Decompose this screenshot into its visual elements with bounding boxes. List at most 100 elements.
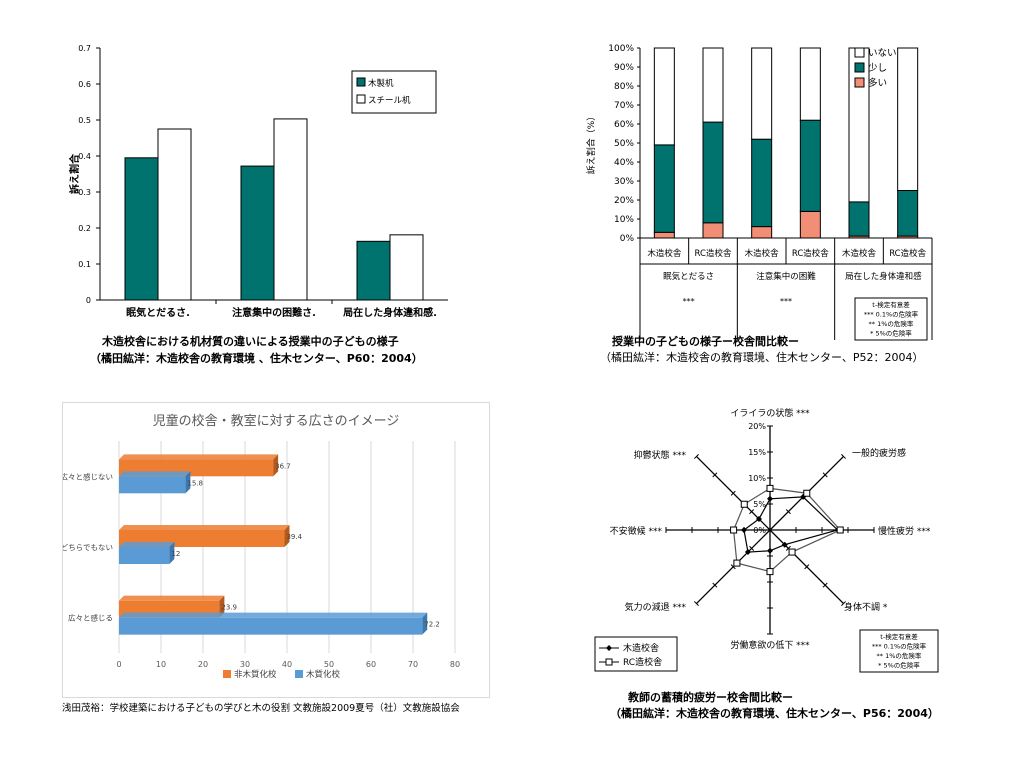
bar-value-label: 23.9 bbox=[221, 604, 237, 612]
x-tick-label: 40 bbox=[282, 660, 292, 669]
school-comparison-chart: 0% 10% 20% 30% 40% 50% 60% 70% 80% 90% 100% 訴え割合（%）… bbox=[580, 38, 960, 343]
radar-caption-1: 教師の蓄積的疲労ー校舎間比較ー bbox=[628, 691, 793, 704]
desk-material-chart: 0 0.1 0.2 0.3 0.4 0.5 0.6 0.7 訴え割合 眠気とだるさ. 注意集中の困難… bbox=[62, 38, 462, 328]
rc-school-point bbox=[836, 526, 844, 534]
radial-tick-label: 10% bbox=[748, 474, 766, 483]
legend-marker bbox=[606, 645, 612, 651]
radar-axis-label: 慢性疲労 *** bbox=[878, 525, 931, 537]
desk-chart-caption-2: （橘田紘洋：木造校舎の教育環境 、住木センター、P60：2004） bbox=[90, 352, 423, 365]
radar-axis-label: 抑鬱状態 *** bbox=[634, 449, 687, 461]
radar-axis-tick bbox=[822, 582, 828, 588]
wooden-school-point bbox=[744, 549, 751, 556]
rc-school-point bbox=[803, 489, 811, 497]
bar-steel-desk bbox=[157, 128, 192, 301]
legend-label: 木製机 bbox=[368, 78, 394, 89]
bar-steel-desk bbox=[273, 118, 308, 301]
y-tick-label: 0 bbox=[86, 296, 91, 305]
x-tick-label: 30 bbox=[240, 660, 250, 669]
significance-mark: *** bbox=[780, 297, 792, 306]
y-tick-label: 0.1 bbox=[78, 260, 91, 269]
x-tick-label: 0 bbox=[116, 660, 121, 669]
group-label: 注意集中の困難 bbox=[756, 271, 816, 282]
bar-top-face bbox=[119, 612, 428, 618]
bar-side-face bbox=[273, 454, 279, 477]
y-tick-label: 60% bbox=[614, 120, 634, 130]
stacked-bar-segment bbox=[702, 222, 724, 239]
radar-axis-tick bbox=[841, 601, 847, 607]
radar-axis-tick bbox=[730, 490, 736, 496]
legend-swatch bbox=[854, 47, 865, 58]
y-tick-label: 0% bbox=[620, 234, 635, 244]
radial-tick-label: 15% bbox=[748, 448, 766, 457]
x-tick-label: 10 bbox=[156, 660, 166, 669]
y-category-label: 広々と感じる bbox=[68, 613, 113, 623]
stacked-bar-segment bbox=[897, 47, 919, 191]
group-label: 眠気とだるさ bbox=[663, 271, 714, 282]
legend-label: 多い bbox=[868, 77, 887, 89]
stacked-bar-segment bbox=[751, 47, 773, 140]
x-category-label: 木造校舎 bbox=[647, 248, 682, 259]
legend-swatch bbox=[295, 670, 303, 678]
y-tick-label: 0.6 bbox=[78, 80, 91, 89]
radar-axis-tick bbox=[712, 582, 718, 588]
x-tick-label: 50 bbox=[324, 660, 334, 669]
rc-school-point bbox=[733, 559, 741, 567]
bar-value-label: 36.7 bbox=[275, 462, 291, 470]
radar-axis-tick bbox=[730, 564, 736, 570]
x-tick-label: 20 bbox=[198, 660, 208, 669]
y-tick-label: 90% bbox=[614, 63, 634, 73]
x-category-label: 木造校舎 bbox=[745, 248, 780, 259]
wooden-school-point bbox=[755, 515, 762, 522]
y-tick-label: 80% bbox=[614, 82, 634, 92]
legend-box bbox=[351, 70, 437, 114]
radar-axis-tick bbox=[712, 472, 718, 478]
radar-axis-tick bbox=[804, 564, 810, 570]
y-axis-label: 訴え割合（%） bbox=[585, 112, 597, 175]
x-category-label: RC造校舎 bbox=[792, 248, 829, 259]
space-image-chart: 児童の校舎・教室に対する広さのイメージ 0 10 20 30 40 50 60 70 80 広々と感… bbox=[61, 402, 490, 698]
y-tick-label: 0.3 bbox=[78, 188, 91, 197]
sig-note-line: *** 0.1%の危険率 bbox=[872, 642, 927, 651]
y-tick-label: 70% bbox=[614, 101, 634, 111]
radar-axis-tick bbox=[693, 601, 699, 607]
rc-school-point bbox=[766, 568, 774, 576]
sig-note-box bbox=[859, 629, 939, 673]
radar-axis-tick bbox=[841, 453, 847, 459]
y-tick-label: 30% bbox=[614, 177, 634, 187]
legend-swatch bbox=[854, 62, 865, 73]
sig-note-box bbox=[854, 297, 928, 341]
x-category-label: 眠気とだるさ. bbox=[126, 306, 190, 319]
radar-axis-tick bbox=[785, 509, 791, 515]
x-category-label: RC造校舎 bbox=[889, 248, 926, 259]
radar-axis-label: イライラの状態 *** bbox=[730, 407, 810, 419]
y-tick-label: 50% bbox=[614, 139, 634, 149]
legend-swatch bbox=[223, 670, 231, 678]
legend-label: スチール机 bbox=[368, 95, 411, 106]
y-tick-label: 0.7 bbox=[78, 44, 91, 53]
legend-label: 非木質化校 bbox=[234, 669, 277, 680]
bar-side-face bbox=[284, 525, 290, 547]
sig-note-line: *** 0.1%の危険率 bbox=[864, 310, 919, 319]
bar-value-label: 72.2 bbox=[424, 621, 440, 629]
stacked-bar-segment bbox=[653, 231, 675, 239]
school-comparison-chart-svg: 0% 10% 20% 30% 40% 50% 60% 70% 80% 90% 100% 訴え割合（%）… bbox=[585, 44, 933, 341]
legend-marker bbox=[605, 658, 613, 666]
legend-swatch bbox=[854, 77, 865, 88]
radar-axis-tick bbox=[749, 509, 755, 515]
teacher-fatigue-radar: 0% 5% 10% 15% 20% イライラの状態 *** 一般的疲労感 慢性疲労 *** 身体… bbox=[590, 405, 960, 690]
radar-axis-label: 不安徴候 *** bbox=[610, 525, 663, 537]
radar-axis-tick bbox=[785, 545, 791, 551]
chart-title: 児童の校舎・教室に対する広さのイメージ bbox=[153, 413, 400, 429]
stacked-bar-segment bbox=[799, 119, 821, 212]
radar-axis-label: 身体不調 * bbox=[844, 601, 888, 613]
radar-axis-label: 気力の減退 *** bbox=[625, 601, 687, 613]
y-category-label: 広々と感じない bbox=[63, 471, 113, 481]
bar-wood-desk bbox=[356, 240, 391, 301]
bar-wooden-school bbox=[119, 476, 186, 494]
sig-note-line: t-検定有意差 bbox=[880, 632, 918, 641]
y-tick-label: 100% bbox=[608, 44, 634, 54]
legend-swatch bbox=[356, 94, 366, 104]
radar-axis-tick bbox=[693, 453, 699, 459]
